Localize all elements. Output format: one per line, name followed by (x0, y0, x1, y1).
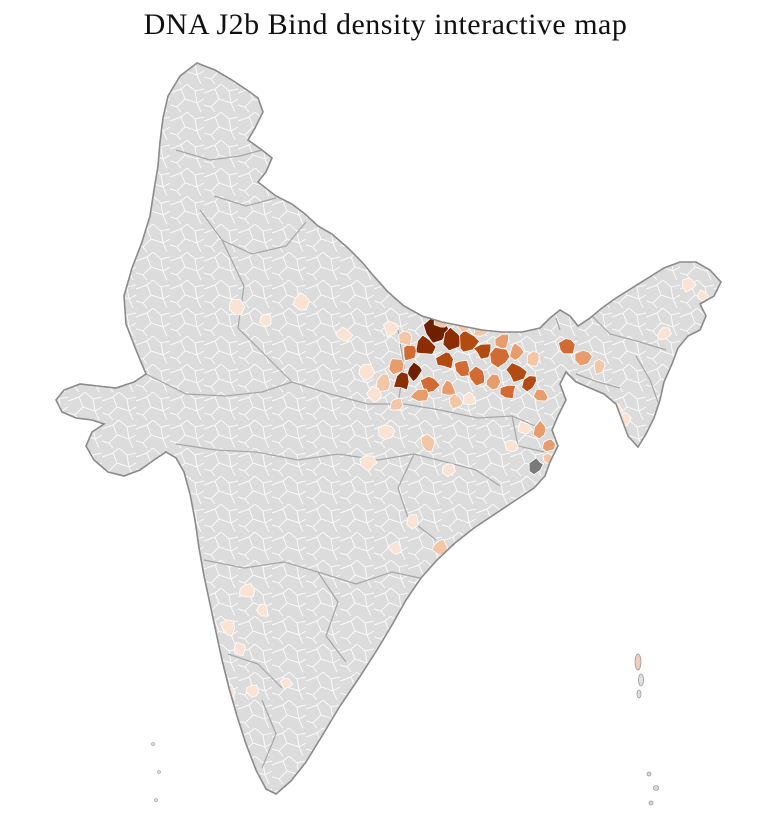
district-patch[interactable] (335, 326, 354, 342)
district-patch[interactable] (541, 438, 557, 452)
district-patch[interactable] (419, 375, 441, 394)
district-patch[interactable] (409, 388, 430, 402)
district-patch[interactable] (292, 292, 310, 311)
district-patch[interactable] (489, 346, 511, 369)
district-patch[interactable] (403, 344, 417, 362)
district-patch[interactable] (574, 349, 593, 367)
district-patch[interactable] (366, 386, 383, 403)
district-patch[interactable] (406, 514, 419, 530)
district-patch[interactable] (420, 433, 436, 452)
district-patch[interactable] (504, 439, 519, 453)
district-patch[interactable] (406, 361, 423, 383)
district-patch[interactable] (375, 373, 391, 393)
district-patch[interactable] (245, 684, 260, 698)
page-title: DNA J2b Bind density interactive map (143, 8, 628, 41)
district-patch[interactable] (392, 371, 410, 391)
district-patch[interactable] (601, 423, 615, 437)
district-patch[interactable] (279, 677, 294, 689)
district-patch[interactable] (415, 334, 437, 355)
district-patch[interactable] (521, 375, 537, 393)
andaman-islands[interactable] (634, 653, 644, 699)
district-patch[interactable] (532, 388, 549, 402)
district-patch[interactable] (459, 329, 481, 353)
district-patch[interactable] (377, 424, 396, 440)
district-patch[interactable] (233, 641, 246, 656)
district-patch[interactable] (517, 420, 533, 435)
district-patch[interactable] (386, 540, 402, 555)
district-patch[interactable] (388, 358, 405, 376)
district-patch[interactable] (485, 373, 502, 391)
district-patch[interactable] (238, 583, 256, 598)
district-patch[interactable] (505, 362, 528, 383)
district-patch[interactable] (359, 455, 378, 472)
district-patch[interactable] (358, 363, 376, 382)
district-patch[interactable] (442, 326, 462, 352)
district-patch[interactable] (532, 419, 547, 440)
district-patch[interactable] (656, 327, 672, 341)
district-patch[interactable] (526, 350, 540, 367)
district-patch[interactable] (449, 551, 464, 563)
district-patch[interactable] (256, 603, 269, 617)
district-patch[interactable] (681, 278, 697, 293)
district-patch[interactable] (448, 393, 464, 410)
district-patch[interactable] (593, 358, 606, 376)
lakshadweep-islands[interactable] (151, 742, 161, 802)
district-patch[interactable] (509, 342, 525, 362)
district-patch[interactable] (558, 338, 576, 355)
district-patch[interactable] (219, 619, 236, 637)
district-patch[interactable] (229, 298, 246, 316)
district-patch[interactable] (441, 463, 456, 477)
district-patch[interactable] (499, 384, 517, 400)
district-patch[interactable] (468, 365, 486, 387)
nicobar-islands[interactable] (646, 771, 659, 806)
district-patch[interactable] (453, 359, 471, 378)
district-patch[interactable] (463, 391, 477, 405)
district-patch[interactable] (494, 333, 510, 350)
district-patch[interactable] (210, 702, 222, 717)
district-patch[interactable] (528, 457, 544, 476)
district-patch[interactable] (383, 320, 399, 338)
district-patch[interactable] (435, 351, 454, 370)
district-patch[interactable] (389, 397, 404, 411)
district-patch[interactable] (398, 330, 413, 347)
district-patch[interactable] (472, 343, 492, 360)
district-patch[interactable] (259, 314, 272, 328)
